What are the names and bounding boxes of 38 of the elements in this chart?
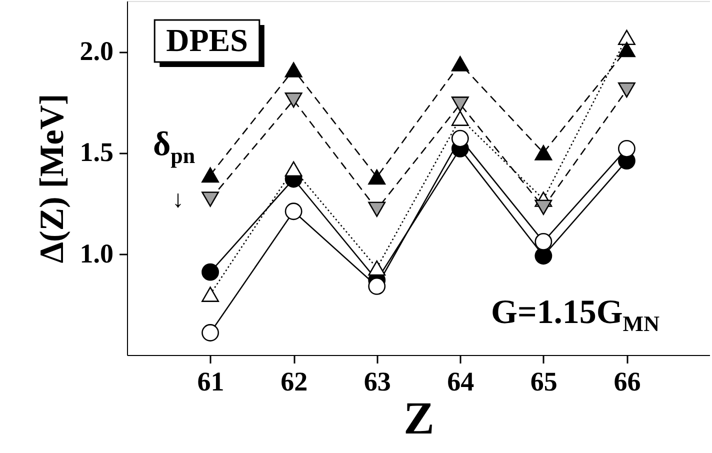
x-tick-label: 62 bbox=[280, 366, 308, 396]
point bbox=[284, 161, 302, 177]
point bbox=[618, 82, 636, 98]
point bbox=[618, 30, 636, 46]
annotation: DPES bbox=[166, 22, 248, 58]
point bbox=[202, 192, 219, 207]
x-tick-label: 64 bbox=[447, 366, 474, 396]
point bbox=[202, 167, 219, 183]
y-tick-label: 2.0 bbox=[80, 36, 114, 66]
point bbox=[451, 110, 469, 126]
point bbox=[284, 202, 302, 220]
point bbox=[451, 96, 469, 112]
point bbox=[202, 286, 219, 302]
point bbox=[368, 202, 386, 217]
x-tick-label: 61 bbox=[197, 366, 224, 396]
point bbox=[202, 263, 219, 281]
point bbox=[284, 62, 302, 78]
x-axis-title: Z bbox=[404, 392, 434, 444]
point bbox=[618, 140, 636, 158]
point bbox=[368, 260, 386, 276]
x-tick-label: 63 bbox=[364, 366, 391, 396]
point bbox=[618, 42, 636, 58]
annotation: ↓ bbox=[172, 187, 184, 213]
y-tick-label: 1.5 bbox=[80, 137, 114, 168]
y-tick-label: 1.0 bbox=[80, 238, 114, 268]
point bbox=[534, 233, 552, 250]
point bbox=[368, 169, 386, 185]
point bbox=[534, 200, 552, 215]
point bbox=[368, 278, 386, 295]
point bbox=[451, 130, 469, 148]
x-tick-label: 66 bbox=[614, 366, 641, 396]
point bbox=[451, 56, 469, 72]
point bbox=[534, 247, 552, 265]
point bbox=[534, 145, 552, 160]
point bbox=[284, 92, 302, 108]
y-axis-title: Δ(Z) [MeV] bbox=[34, 94, 71, 264]
x-tick-label: 65 bbox=[530, 366, 558, 396]
point bbox=[202, 324, 219, 342]
